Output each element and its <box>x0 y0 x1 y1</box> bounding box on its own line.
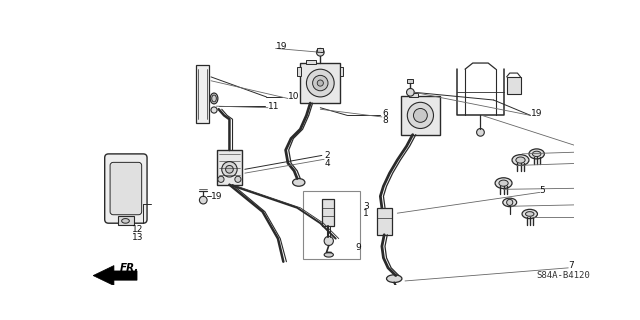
Ellipse shape <box>529 149 545 159</box>
Text: 4: 4 <box>324 159 330 168</box>
Bar <box>300 63 340 103</box>
Bar <box>317 48 323 52</box>
Text: 2: 2 <box>324 151 330 160</box>
Circle shape <box>406 88 414 96</box>
Bar <box>118 215 134 225</box>
FancyBboxPatch shape <box>105 154 147 223</box>
Text: 8: 8 <box>382 116 388 125</box>
Ellipse shape <box>522 209 538 219</box>
Bar <box>507 77 520 94</box>
Ellipse shape <box>292 179 305 186</box>
Ellipse shape <box>532 151 541 156</box>
Text: 12: 12 <box>132 225 143 234</box>
Circle shape <box>235 176 241 182</box>
Ellipse shape <box>401 287 412 292</box>
Bar <box>307 60 316 64</box>
Text: 10: 10 <box>288 92 300 101</box>
Text: 7: 7 <box>568 261 574 270</box>
Circle shape <box>221 162 237 177</box>
Text: 9: 9 <box>355 243 361 252</box>
Ellipse shape <box>525 212 534 216</box>
Ellipse shape <box>503 198 516 207</box>
Text: S84A-B4120: S84A-B4120 <box>536 271 589 280</box>
Ellipse shape <box>516 157 525 163</box>
Text: FR.: FR. <box>120 263 140 273</box>
Circle shape <box>312 76 328 91</box>
Circle shape <box>413 108 428 122</box>
Text: 3: 3 <box>364 202 369 211</box>
Circle shape <box>507 199 513 205</box>
Ellipse shape <box>210 93 218 104</box>
Text: 11: 11 <box>268 102 280 111</box>
Ellipse shape <box>387 275 402 283</box>
Bar <box>409 93 418 97</box>
Text: 1: 1 <box>364 210 369 219</box>
Bar <box>303 191 360 259</box>
Bar <box>322 198 334 226</box>
Bar <box>407 79 413 83</box>
Circle shape <box>324 236 333 245</box>
Circle shape <box>200 196 207 204</box>
Circle shape <box>477 129 484 136</box>
Ellipse shape <box>499 180 508 186</box>
Circle shape <box>218 176 224 182</box>
Text: 5: 5 <box>540 186 545 195</box>
Ellipse shape <box>122 219 129 223</box>
Text: 13: 13 <box>132 233 143 242</box>
Ellipse shape <box>211 107 217 113</box>
Circle shape <box>407 102 433 129</box>
Circle shape <box>307 69 334 97</box>
Bar <box>376 208 392 235</box>
Text: 19: 19 <box>211 192 223 201</box>
Ellipse shape <box>495 178 512 188</box>
Bar <box>340 67 344 76</box>
Circle shape <box>316 48 324 56</box>
Polygon shape <box>93 266 137 285</box>
Ellipse shape <box>324 252 333 257</box>
Bar <box>217 150 242 185</box>
Text: 19: 19 <box>531 108 542 117</box>
Circle shape <box>317 80 323 86</box>
Bar <box>196 65 209 123</box>
Bar <box>401 96 440 135</box>
Text: 19: 19 <box>276 42 287 52</box>
Bar <box>297 67 301 76</box>
Ellipse shape <box>512 155 529 165</box>
Ellipse shape <box>212 95 216 102</box>
FancyBboxPatch shape <box>110 162 141 215</box>
Circle shape <box>225 165 234 173</box>
Text: 6: 6 <box>382 108 388 117</box>
